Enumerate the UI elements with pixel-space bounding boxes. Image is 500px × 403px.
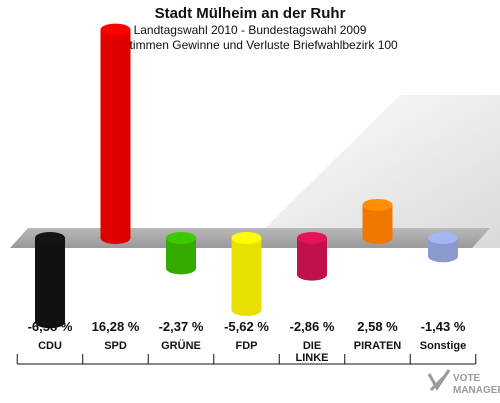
category-label: FDP xyxy=(236,340,258,352)
bar-fdp xyxy=(231,232,262,316)
category-label: CDU xyxy=(38,340,62,352)
category-label: Sonstige xyxy=(420,340,466,352)
bar-grüne xyxy=(166,232,196,275)
backdrop-wall xyxy=(245,95,500,248)
value-label: -5,62 % xyxy=(224,319,269,334)
bar-die-linke xyxy=(297,232,327,281)
value-label: 16,28 % xyxy=(92,319,140,334)
bar-spd xyxy=(100,23,131,244)
value-label: -1,43 % xyxy=(421,319,466,334)
chart-title: Stadt Mülheim an der Ruhr xyxy=(154,5,346,22)
value-label: -2,86 % xyxy=(290,319,335,334)
bar-piraten xyxy=(362,198,393,244)
bar-sonstige xyxy=(428,232,458,263)
svg-text:MANAGER: MANAGER xyxy=(453,385,500,396)
value-label: -6,58 % xyxy=(28,319,73,334)
vote-manager-logo: VOTE MANAGER xyxy=(426,368,500,398)
category-label: DIE LINKE xyxy=(296,340,329,364)
category-label: SPD xyxy=(104,340,127,352)
category-label: PIRATEN xyxy=(354,340,402,352)
svg-text:VOTE: VOTE xyxy=(453,373,481,384)
bar-cdu xyxy=(35,232,65,329)
chart-subtitle-2: Erststimmen Gewinne und Verluste Briefwa… xyxy=(102,38,398,52)
category-label: GRÜNE xyxy=(161,339,201,352)
chart-subtitle: Landtagswahl 2010 - Bundestagswahl 2009 xyxy=(133,23,367,37)
value-label: -2,37 % xyxy=(159,319,204,334)
value-label: 2,58 % xyxy=(357,319,398,334)
